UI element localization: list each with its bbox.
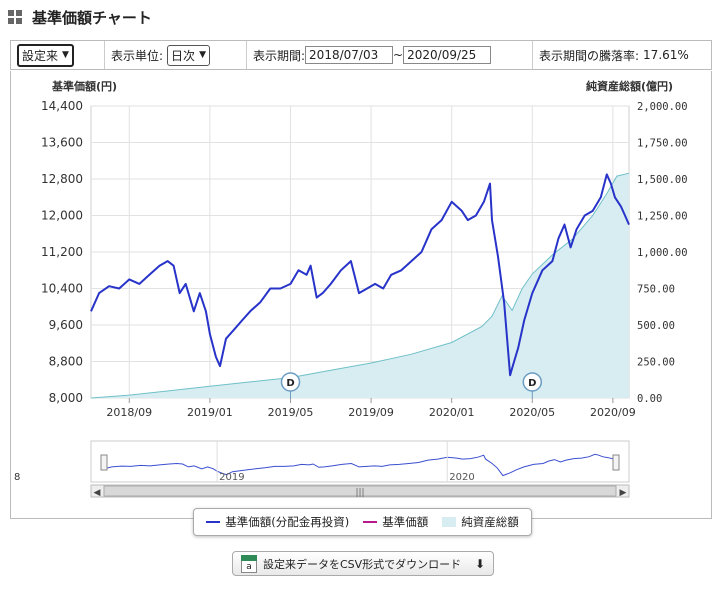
scrollbar-thumb[interactable]: [103, 485, 617, 497]
period-label: 表示期間:: [253, 48, 306, 63]
distribution-marker: [280, 372, 301, 392]
control-bar: 設定来 ▼ 表示単位: 日次 ▼ 表示期間: 2018/07/03 ~ 2020/0…: [10, 40, 712, 70]
y-left-tick-label: 14,400: [41, 99, 83, 113]
scroll-right-icon[interactable]: ▶: [620, 488, 627, 498]
period-start-input[interactable]: 2018/07/03: [305, 46, 394, 64]
page-title: 基準価額チャート: [32, 8, 152, 27]
y-left-tick-label: 8,800: [49, 355, 83, 369]
chart-legend: 基準価額(分配金再投資) 基準価額 純資産総額: [193, 508, 532, 536]
unit-select-value: 日次: [171, 48, 196, 63]
unit-label: 表示単位:: [111, 48, 164, 63]
y-right-tick-label: 1,750.00: [637, 138, 688, 150]
scroll-left-icon[interactable]: ◀: [94, 488, 101, 498]
net-assets-area: [91, 173, 629, 398]
y-left-tick-label: 8,000: [49, 391, 83, 405]
range-select[interactable]: 設定来 ▼: [17, 43, 74, 67]
y-right-tick-label: 1,000.00: [637, 247, 688, 259]
page-header: 基準価額チャート: [8, 6, 152, 28]
legend-swatch: [206, 521, 221, 523]
y-right-axis-label: 純資産総額(億円): [586, 79, 673, 93]
x-tick-label: 2020/09: [590, 406, 636, 419]
change-label: 表示期間の騰落率:: [539, 48, 640, 63]
range-cell: 設定来 ▼: [11, 41, 105, 69]
y-right-tick-label: 2,000.00: [637, 101, 688, 113]
y-right-tick-label: 1,250.00: [637, 211, 688, 223]
x-tick-label: 2019/01: [187, 406, 233, 419]
csv-download-label: 設定来データをCSV形式でダウンロード: [263, 557, 462, 571]
x-tick-label: 2018/09: [106, 406, 152, 419]
legend-label: 純資産総額: [461, 515, 519, 529]
grid-icon: [8, 10, 22, 24]
navigator-handle[interactable]: [612, 454, 620, 471]
y-left-tick-label: 12,800: [41, 172, 83, 186]
x-tick-label: 2020/05: [509, 406, 555, 419]
legend-label: 基準価額: [382, 515, 429, 529]
distribution-label: D: [528, 378, 536, 389]
distribution-marker: [522, 372, 543, 392]
csv-download-button[interactable]: a 設定来データをCSV形式でダウンロード ⬇: [232, 551, 494, 576]
x-tick-label: 2019/05: [268, 406, 314, 419]
legend-item-nav[interactable]: 基準価額: [363, 514, 428, 530]
x-tick-label: 2019/09: [348, 406, 394, 419]
navigator-tick-label: 2020: [449, 472, 474, 483]
legend-swatch: [363, 521, 378, 523]
legend-item-nav-reinvested[interactable]: 基準価額(分配金再投資): [206, 514, 349, 530]
y-left-tick-label: 10,400: [41, 282, 83, 296]
x-tick-label: 2020/01: [429, 406, 475, 419]
change-cell: 表示期間の騰落率: 17.61%: [533, 41, 711, 69]
y-right-tick-label: 750.00: [637, 284, 675, 296]
legend-label: 基準価額(分配金再投資): [225, 515, 350, 529]
range-select-value: 設定来: [22, 48, 59, 63]
y-left-tick-label: 11,200: [41, 245, 83, 259]
period-separator: ~: [393, 48, 404, 62]
y-right-tick-label: 250.00: [637, 357, 675, 369]
change-value: 17.61%: [643, 48, 689, 62]
legend-item-net-assets[interactable]: 純資産総額: [442, 514, 519, 530]
navigator-area: [90, 440, 630, 483]
period-cell: 表示期間: 2018/07/03 ~ 2020/09/25: [247, 41, 533, 69]
unit-cell: 表示単位: 日次 ▼: [105, 41, 247, 69]
y-right-tick-label: 500.00: [637, 320, 675, 332]
navigator-left-label: 8: [14, 472, 20, 483]
y-right-tick-label: 1,500.00: [637, 174, 688, 186]
chevron-down-icon: ▼: [199, 50, 206, 60]
nav-reinvested-line: [90, 173, 630, 377]
period-end-input[interactable]: 2020/09/25: [403, 46, 492, 64]
y-left-tick-label: 13,600: [41, 136, 83, 150]
y-left-axis-label: 基準価額(円): [51, 79, 117, 93]
y-left-tick-label: 12,000: [41, 209, 83, 223]
navigator-line: [103, 453, 617, 477]
download-arrow-icon: ⬇: [474, 556, 485, 571]
scroll-grip-icon: |||: [355, 488, 364, 498]
net-assets-line: [90, 172, 630, 399]
distribution-label: D: [286, 378, 294, 389]
navigator-handle[interactable]: [100, 454, 108, 471]
csv-file-icon: a: [241, 554, 257, 573]
unit-select[interactable]: 日次 ▼: [167, 44, 210, 66]
legend-swatch: [442, 517, 457, 527]
y-left-tick-label: 9,600: [49, 318, 83, 332]
chevron-down-icon: ▼: [62, 50, 69, 60]
y-right-tick-label: 0.00: [637, 393, 662, 405]
navigator-tick-label: 2019: [219, 472, 244, 483]
